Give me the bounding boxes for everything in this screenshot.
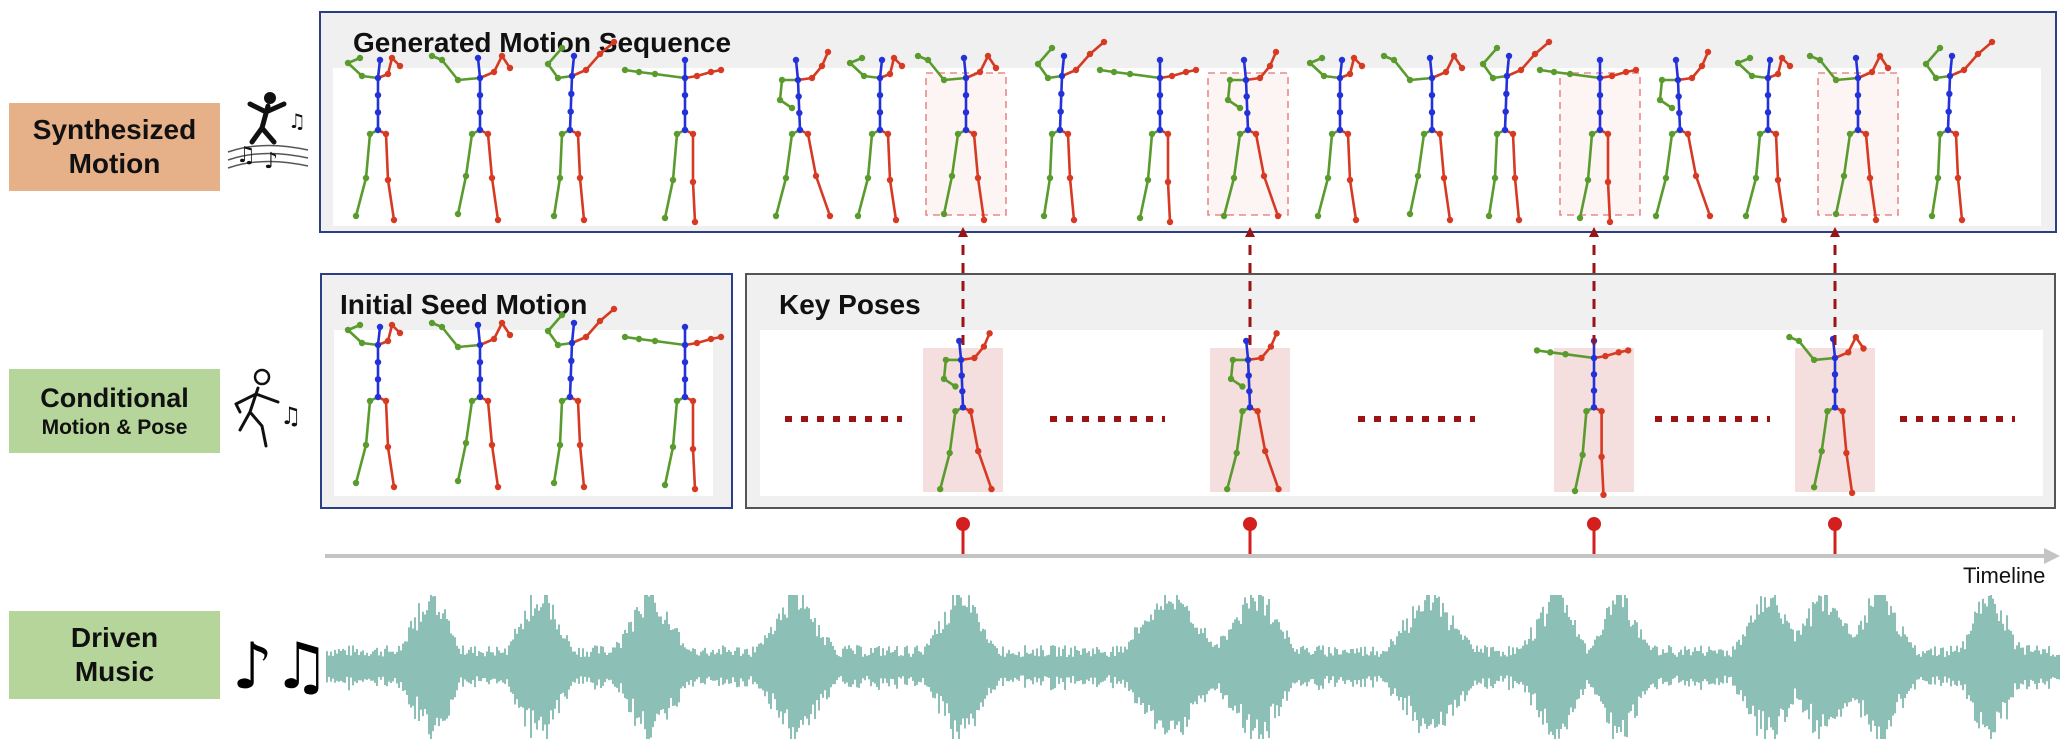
- key-pose-skeleton: [1533, 337, 1632, 498]
- seed-pose-skeleton: [428, 319, 514, 491]
- generated-pose-skeleton: [344, 54, 404, 224]
- initial-seed-motion-panel: Initial Seed Motion: [320, 273, 733, 509]
- generated-pose-skeleton: [1479, 38, 1553, 224]
- music-waveform: [326, 595, 2060, 739]
- generated-motion-sequence-title: Generated Motion Sequence: [353, 27, 732, 58]
- conditional-motion-pose-label: Conditional Motion & Pose: [9, 369, 220, 453]
- generated-pose-skeleton: [772, 48, 834, 220]
- key-pose-highlight-box: [923, 348, 1003, 492]
- conditional-line1: Conditional: [40, 383, 189, 414]
- svg-text:♫: ♫: [288, 109, 306, 133]
- timeline-marker-head: [1243, 517, 1257, 531]
- svg-text:♫: ♫: [280, 402, 302, 430]
- seed-pose-skeleton: [344, 321, 404, 491]
- initial-seed-motion-title: Initial Seed Motion: [340, 289, 588, 320]
- generated-pose-skeleton: [1734, 54, 1794, 224]
- generated-pose-skeleton: [1652, 48, 1714, 220]
- music-notes-icon: ♪♫: [232, 630, 330, 704]
- conditional-line2: Motion & Pose: [41, 415, 188, 439]
- key-pose-skeleton-generated: [1220, 48, 1282, 220]
- key-pose-skeleton: [937, 330, 995, 493]
- generated-motion-sequence-panel: Generated Motion Sequence: [319, 11, 2057, 233]
- timeline-marker-head: [1587, 517, 1601, 531]
- dancing-person-with-notes-icon: ♫ ♪ ♫: [227, 92, 309, 174]
- generated-pose-skeleton: [1096, 56, 1200, 226]
- synthesized-motion-text: Synthesized Motion: [32, 114, 197, 179]
- svg-text:♫: ♫: [236, 143, 256, 168]
- key-pose-skeleton-generated: [1536, 56, 1640, 226]
- dancing-outline-person-icon: ♫: [234, 368, 302, 448]
- timeline-marker-head: [956, 517, 970, 531]
- key-pose-skeleton: [1786, 333, 1867, 497]
- seed-pose-skeleton: [544, 305, 618, 491]
- seed-motion-area: [334, 330, 713, 496]
- generated-pose-skeleton: [1380, 52, 1466, 224]
- driven-music-label: Driven Music: [9, 611, 220, 699]
- svg-text:♪: ♪: [264, 149, 278, 174]
- generated-pose-skeleton: [428, 52, 514, 224]
- synthesized-motion-label: Synthesized Motion: [9, 103, 220, 191]
- timeline-arrowhead: [2044, 548, 2060, 564]
- timeline-label: Timeline: [1963, 563, 2046, 588]
- driven-music-text: Driven Music: [70, 622, 159, 687]
- generated-pose-skeleton: [1034, 38, 1108, 224]
- generated-pose-skeleton: [621, 56, 725, 226]
- generated-pose-skeleton: [846, 54, 906, 224]
- seed-pose-skeleton: [621, 323, 725, 493]
- key-pose-skeleton-generated: [1806, 52, 1892, 224]
- generated-pose-skeleton: [1306, 54, 1366, 224]
- timeline-marker-head: [1828, 517, 1842, 531]
- key-poses-title: Key Poses: [779, 289, 921, 320]
- key-pose-highlight-box: [1210, 348, 1290, 492]
- svg-text:♪♫: ♪♫: [232, 630, 330, 704]
- generated-sequence-area: [333, 68, 2041, 226]
- generated-pose-skeleton: [1922, 38, 1996, 224]
- key-pose-skeleton: [1224, 330, 1282, 493]
- generated-pose-skeleton: [544, 38, 618, 224]
- key-pose-skeleton-generated: [914, 52, 1000, 224]
